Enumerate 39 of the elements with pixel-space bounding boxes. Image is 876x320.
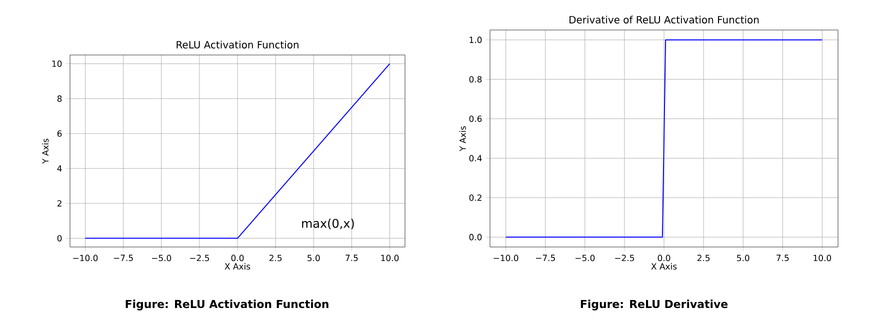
y-tick-label: 1.0	[470, 36, 482, 44]
x-tick-label: 10.0	[814, 254, 832, 262]
x-tick-label: −7.5	[536, 254, 555, 262]
x-axis-title: X Axis	[224, 263, 250, 270]
y-axis-title: Y Axis	[459, 126, 466, 152]
x-tick-label: −5.0	[576, 254, 595, 262]
x-tick-label: 2.5	[269, 254, 282, 262]
y-tick-label: 0.2	[469, 194, 482, 201]
y-tick-label: 6	[57, 130, 62, 137]
y-tick-label: 0.4	[469, 155, 482, 162]
annotation: max(0,x)	[302, 218, 354, 230]
y-tick-label: 0.8	[469, 76, 482, 83]
chart-title: Derivative of ReLU Activation Function	[570, 16, 759, 24]
y-tick-label: 4	[57, 165, 62, 172]
x-tick-label: 5.0	[737, 254, 750, 262]
y-tick-label: 2	[57, 200, 62, 207]
x-tick-label: 10.0	[381, 254, 399, 262]
x-axis-title: X Axis	[651, 263, 677, 270]
x-tick-label: −7.5	[114, 254, 133, 262]
x-tick-label: −2.5	[615, 254, 634, 262]
x-tick-label: −2.5	[190, 254, 209, 262]
x-tick-label: 2.5	[697, 254, 710, 262]
y-tick-label: 10	[52, 60, 62, 67]
y-tick-label: 0.6	[469, 116, 482, 122]
y-axis-title: Y Axis	[42, 138, 49, 164]
text: Figure: ReLU Activation Function	[126, 300, 328, 310]
chart-title: ReLU Activation Function	[176, 40, 298, 48]
y-tick-label: 0.0	[469, 234, 482, 240]
x-tick-label: −5.0	[152, 254, 172, 262]
x-tick-label: −10.0	[73, 254, 98, 262]
text: Figure: ReLU Derivative	[580, 300, 728, 310]
x-tick-label: 5.0	[308, 254, 320, 262]
y-tick-label: 0	[57, 235, 62, 242]
x-tick-label: 7.5	[776, 254, 789, 262]
y-tick-label: 8	[57, 95, 62, 102]
x-tick-label: 0.0	[658, 254, 670, 262]
x-tick-label: 7.5	[346, 254, 358, 262]
x-tick-label: −10.0	[494, 254, 518, 262]
x-tick-label: 0.0	[231, 254, 244, 262]
